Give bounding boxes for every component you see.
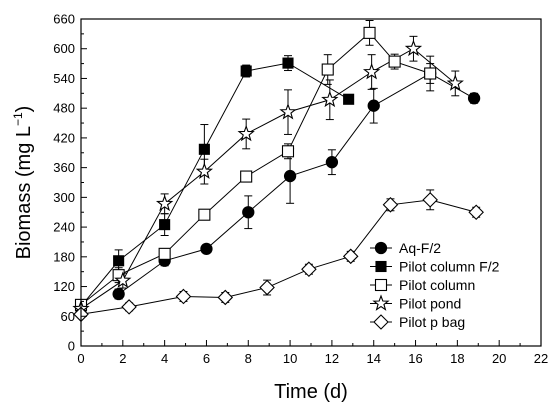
series-4-point [301,261,317,277]
legend-marker-3 [372,294,390,311]
axis-ticks-layer: 0 2 4 6 8 10 12 14 16 18 20 22 0 60 120 180 240 300 360 420… [53,12,548,367]
series-2-point [240,170,253,183]
plot-area-frame [80,18,542,347]
series-4-point [422,192,438,208]
series-0-point [283,169,297,183]
x-tick-label-16: 16 [408,351,422,366]
series-3-point [155,194,174,212]
series-line-2 [80,32,431,306]
legend-marker-2 [374,278,388,292]
y-tick-label-480: 480 [53,101,75,116]
series-0-point [325,156,339,169]
y-axis-title-unit-exponent: −1 [11,112,25,126]
x-axis-title: Time (d) [274,381,348,403]
series-2-point [424,67,437,80]
series-1-point [343,93,355,105]
series-3-point [195,162,214,179]
series-2-point [198,208,211,221]
series-2-point [388,55,401,68]
series-3-point [321,90,339,108]
legend: Aq-F/2 Pilot column F/2 Pilot column Pilot … [370,240,500,330]
series-3-point [446,74,464,91]
x-tick-label-14: 14 [366,351,380,366]
y-tick-label-180: 180 [53,249,75,264]
y-tick-label-60: 60 [61,309,75,324]
x-tick-label-8: 8 [245,351,252,366]
series-4-point [382,197,399,213]
y-tick-label-300: 300 [53,190,75,205]
y-axis-title-main: Biomass (mg L [13,126,35,259]
series-markers-layer [72,26,484,323]
series-line-4 [80,199,477,315]
x-tick-label-20: 20 [492,351,506,366]
y-tick-label-600: 600 [53,41,75,56]
series-0-point [467,92,481,105]
series-4-point [468,204,484,221]
y-tick-label-660: 660 [53,12,75,27]
series-4-point [217,289,234,306]
y-tick-label-240: 240 [53,220,75,235]
series-1-point [240,65,252,77]
series-1-point [159,219,171,231]
legend-label-1: Pilot column F/2 [399,259,500,275]
y-tick-label-120: 120 [53,279,75,294]
legend-marker-4 [373,314,389,330]
legend-label-0: Aq-F/2 [399,240,441,256]
y-tick-label-540: 540 [53,71,75,86]
series-3-point [362,62,381,80]
x-tick-label-2: 2 [119,351,126,366]
series-3-point [237,124,255,142]
x-tick-label-12: 12 [325,351,339,366]
x-tick-label-4: 4 [161,351,168,366]
legend-label-4: Pilot p bag [399,314,465,330]
x-tick-label-6: 6 [203,351,210,366]
x-tick-label-0: 0 [77,351,84,366]
series-2-point [158,247,171,260]
series-0-point [200,242,213,256]
series-1-point [113,255,125,267]
series-3-point [279,103,297,120]
legend-label-2: Pilot column [399,277,475,293]
series-3-point [114,271,132,288]
series-4-point [175,288,192,305]
series-2-point [281,145,295,158]
y-tick-label-360: 360 [53,160,75,175]
legend-label-3: Pilot pond [399,296,461,312]
series-0-point [242,206,255,219]
series-4-point [342,248,359,265]
y-axis-title-close: ) [13,106,35,113]
series-4-point [121,299,137,315]
legend-marker-1 [375,260,387,273]
series-3-point [404,39,423,57]
series-4-point [259,279,275,296]
y-axis-title: Biomass (mg L−1) [11,106,35,260]
x-tick-label-10: 10 [283,351,297,366]
x-tick-label-22: 22 [534,351,548,366]
legend-marker-0 [374,241,388,255]
y-tick-label-0: 0 [68,339,75,354]
series-1-point [198,143,210,155]
series-0-point [367,99,380,112]
series-1-point [282,57,294,69]
x-tick-label-18: 18 [450,351,464,366]
series-0-point [112,287,125,301]
series-2-point [363,26,376,39]
series-2-point [321,63,334,76]
y-tick-label-420: 420 [53,130,75,145]
